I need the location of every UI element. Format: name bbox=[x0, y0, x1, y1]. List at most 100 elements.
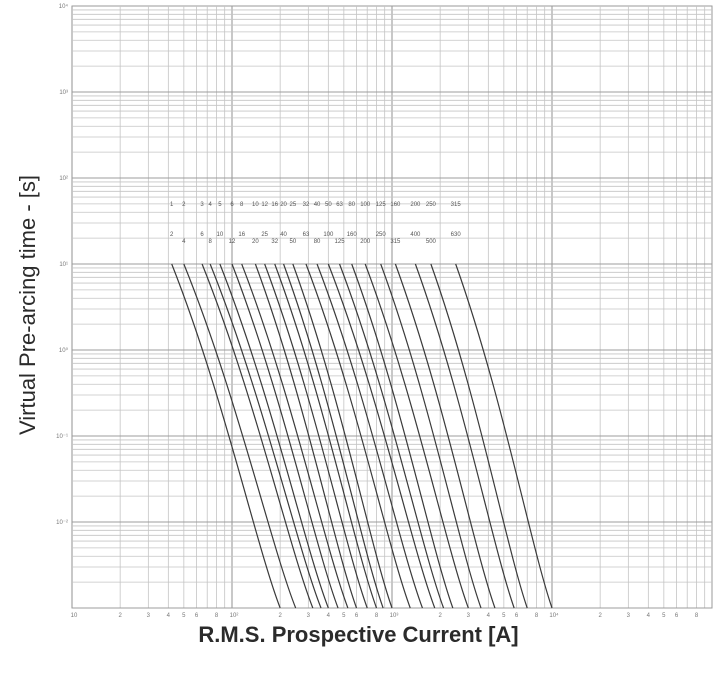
x-tick-label: 3 bbox=[467, 613, 471, 619]
fuse-curve bbox=[241, 263, 349, 609]
y-tick-label: 10⁻¹ bbox=[56, 434, 68, 440]
curve-label-top: 4 bbox=[208, 202, 212, 208]
curve-label-bottom: 80 bbox=[314, 239, 321, 245]
fuse-curve bbox=[316, 263, 424, 609]
curve-label-top: 250 bbox=[426, 202, 437, 208]
fuse-curve bbox=[282, 263, 384, 609]
curve-label-top: 10 bbox=[252, 202, 259, 208]
curve-label-top: 40 bbox=[314, 202, 321, 208]
grid-layer bbox=[71, 5, 713, 609]
fuse-curve bbox=[364, 263, 469, 609]
curve-label-bottom: 250 bbox=[376, 232, 387, 238]
axis-tick-layer: 10 2 3 4 5 6 8 10² 2 3 4 5 6 8 10³ 2 3 4 5 6 8 10⁴ 2 3 4 5 6 810⁴10… bbox=[56, 3, 699, 619]
x-tick-label: 5 bbox=[662, 613, 666, 619]
curve-label-bottom: 20 bbox=[252, 239, 259, 245]
curve-label-bottom: 6 bbox=[200, 232, 204, 238]
fuse-curve bbox=[219, 263, 329, 609]
x-tick-label: 5 bbox=[502, 613, 506, 619]
curve-label-top: 63 bbox=[336, 202, 343, 208]
y-tick-label: 10³ bbox=[59, 90, 68, 96]
curve-label-bottom: 2 bbox=[170, 232, 174, 238]
fuse-curve bbox=[231, 263, 339, 609]
curve-label-bottom: 400 bbox=[410, 232, 421, 238]
fuse-curve bbox=[183, 263, 297, 609]
curve-label-bottom: 10 bbox=[217, 232, 224, 238]
x-tick-label: 8 bbox=[695, 613, 699, 619]
curve-label-bottom: 16 bbox=[238, 232, 245, 238]
fuse-curve bbox=[327, 263, 436, 609]
curve-label-bottom: 63 bbox=[303, 232, 310, 238]
x-tick-label: 6 bbox=[515, 613, 519, 619]
x-tick-label: 2 bbox=[438, 613, 442, 619]
curve-label-top: 25 bbox=[289, 202, 296, 208]
y-tick-label: 10⁴ bbox=[59, 3, 69, 10]
x-tick-label: 4 bbox=[327, 613, 331, 619]
curve-label-bottom: 200 bbox=[360, 239, 371, 245]
x-tick-label: 3 bbox=[627, 613, 631, 619]
x-tick-label: 2 bbox=[278, 613, 282, 619]
curve-label-top: 20 bbox=[280, 202, 287, 208]
x-tick-label: 6 bbox=[355, 613, 359, 619]
curve-label-top: 8 bbox=[240, 202, 244, 208]
x-tick-label: 6 bbox=[195, 613, 199, 619]
fuse-curve bbox=[292, 263, 393, 609]
x-tick-label: 2 bbox=[598, 613, 602, 619]
fuse-curve bbox=[171, 263, 281, 609]
curve-label-top: 50 bbox=[325, 202, 332, 208]
x-tick-label: 10 bbox=[71, 613, 78, 619]
x-tick-label: 2 bbox=[118, 613, 122, 619]
x-tick-label: 3 bbox=[307, 613, 311, 619]
x-tick-label: 4 bbox=[167, 613, 171, 619]
curve-label-top: 16 bbox=[271, 202, 278, 208]
curve-label-top: 160 bbox=[390, 202, 401, 208]
curve-label-top: 100 bbox=[360, 202, 371, 208]
curve-label-bottom: 500 bbox=[426, 239, 437, 245]
curve-label-bottom: 25 bbox=[261, 232, 268, 238]
fuse-curve bbox=[305, 263, 411, 609]
x-tick-label: 10² bbox=[230, 613, 239, 619]
x-tick-label: 10³ bbox=[390, 613, 399, 619]
x-tick-label: 8 bbox=[375, 613, 379, 619]
fuse-curve bbox=[209, 263, 322, 609]
x-tick-label: 8 bbox=[215, 613, 219, 619]
curve-label-bottom: 160 bbox=[347, 232, 358, 238]
curve-label-top: 12 bbox=[261, 202, 268, 208]
fuse-curve bbox=[414, 263, 515, 609]
x-tick-label: 4 bbox=[647, 613, 651, 619]
curve-label-top: 5 bbox=[218, 202, 222, 208]
fuse-curve bbox=[254, 263, 358, 609]
curve-label-top: 80 bbox=[348, 202, 355, 208]
fuse-curve bbox=[264, 263, 368, 609]
curve-label-top: 2 bbox=[182, 202, 186, 208]
curve-label-top: 3 bbox=[200, 202, 204, 208]
curve-label-top: 200 bbox=[410, 202, 421, 208]
curve-label-bottom: 100 bbox=[323, 232, 334, 238]
x-axis-label: R.M.S. Prospective Current [A] bbox=[198, 622, 519, 647]
curve-label-top: 125 bbox=[376, 202, 387, 208]
x-tick-label: 4 bbox=[487, 613, 491, 619]
curve-label-bottom: 125 bbox=[335, 239, 346, 245]
curve-label-top: 315 bbox=[451, 202, 462, 208]
y-axis-label: Virtual Pre-arcing time - [s] bbox=[15, 175, 40, 436]
fuse-curve bbox=[338, 263, 445, 609]
x-tick-label: 8 bbox=[535, 613, 539, 619]
curve-label-bottom: 315 bbox=[390, 239, 401, 245]
curve-label-bottom: 12 bbox=[229, 239, 236, 245]
curve-label-layer: 1224364851061281610201225163220402550326… bbox=[170, 202, 461, 245]
curve-label-bottom: 8 bbox=[208, 239, 212, 245]
fuse-curve bbox=[274, 263, 378, 609]
x-tick-label: 6 bbox=[675, 613, 679, 619]
fuse-curve bbox=[201, 263, 314, 609]
fuse-curve bbox=[430, 263, 528, 609]
curve-layer bbox=[171, 263, 553, 609]
y-tick-label: 10⁻² bbox=[56, 520, 68, 526]
x-tick-label: 5 bbox=[182, 613, 186, 619]
curve-label-bottom: 4 bbox=[182, 239, 186, 245]
x-tick-label: 5 bbox=[342, 613, 346, 619]
curve-label-bottom: 32 bbox=[271, 239, 278, 245]
fuse-curve bbox=[380, 263, 482, 609]
curve-label-top: 6 bbox=[230, 202, 234, 208]
y-tick-label: 10⁰ bbox=[59, 347, 69, 354]
